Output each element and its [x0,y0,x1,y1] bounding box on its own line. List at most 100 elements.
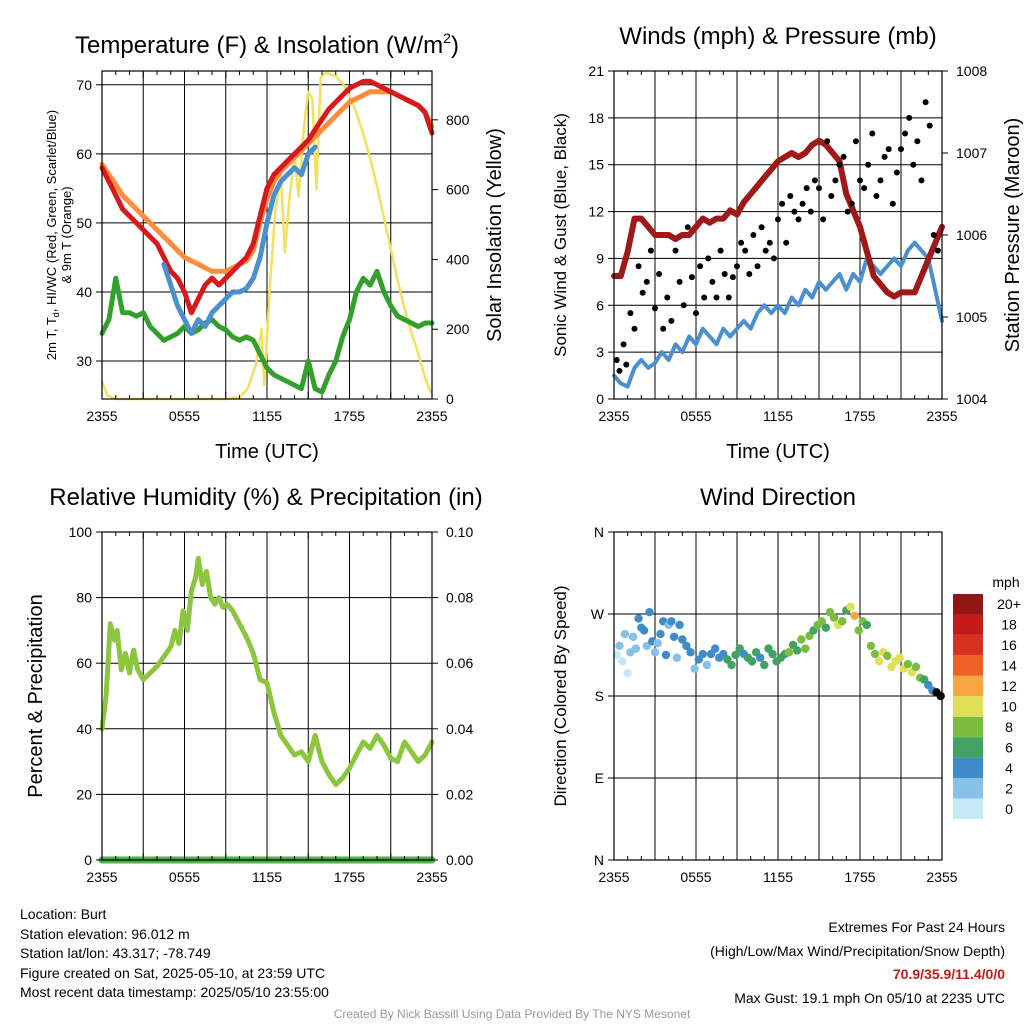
y-tick-label: 0 [596,391,604,407]
gust-point [684,224,691,231]
direction-point [631,644,641,653]
gust-point [717,247,724,254]
gust-point [656,271,663,278]
direction-point [756,653,765,662]
gust-point [616,367,623,374]
direction-point [702,660,712,670]
temperature-ticks: 2355 0555 1155 1755 2355 30 40 50 60 70 0 200 400 600… [76,71,470,424]
gust-point [779,200,786,207]
colorbar-swatch [953,594,983,615]
colorbar-label: 8 [1005,719,1013,735]
gust-point [877,177,884,184]
gust-point [902,130,909,137]
direction-point [675,620,684,630]
direction-point [612,650,621,660]
y-tick-label: N [594,524,604,540]
gust-point [623,361,630,368]
humidity-ylabel: Percent & Precipitation [25,594,47,797]
direction-point [883,651,892,661]
y2-tick-label: 1004 [956,391,987,407]
pressure-ylabel: Station Pressure (Maroon) [1002,118,1024,353]
gust-point [697,263,704,270]
gust-point [852,138,859,145]
y2-tick-label: 0 [446,391,454,407]
direction-point [846,602,855,611]
direction-point [768,649,777,659]
extremes-values: 70.9/35.9/11.4/0/0 [892,966,1005,982]
gust-point [680,302,687,309]
gust-point [754,263,761,270]
gust-point [721,271,728,278]
direction-point [936,691,945,701]
wind-direction-points [612,602,945,701]
y2-tick-label: 0.06 [446,655,473,671]
y-tick-label: 9 [596,250,604,266]
x-tick-label: 0555 [169,869,200,885]
series-line-td [99,268,435,395]
gust-point [824,138,831,145]
gust-point [762,247,769,254]
colorbar-label: 14 [1001,658,1017,674]
gust-point [795,216,802,223]
gust-point [620,341,627,348]
y2-tick-label: 400 [446,251,470,267]
gust-point [688,274,695,281]
direction-point [792,646,802,655]
direction-point [650,648,660,657]
y-tick-label: 60 [76,655,92,671]
gust-point [807,208,814,215]
direction-point [903,659,913,669]
recent-timestamp: Most recent data timestamp: 2025/05/10 2… [20,984,329,1000]
direction-point [829,613,839,622]
gust-point [832,177,839,184]
colorbar-swatch [953,716,983,738]
direction-point [895,653,904,662]
direction-point [784,648,794,657]
winds-ylabel: Sonic Wind & Gust (Blue, Black) [551,113,570,357]
gust-point [627,310,634,317]
direction-point [821,623,831,632]
gust-point [906,114,913,121]
x-tick-label: 1155 [252,408,282,424]
direction-point [618,657,627,666]
direction-point [672,653,682,662]
gust-point [693,310,699,317]
y-tick-label: 18 [588,110,604,126]
y2-tick-label: 200 [446,321,470,337]
x-tick-label: 2355 [86,869,117,885]
gust-point [934,247,941,254]
gust-point [701,294,708,301]
y-tick-label: 100 [69,524,93,540]
colorbar-label: 0 [1005,801,1013,817]
gust-point [631,325,638,332]
gust-point [775,216,781,223]
gust-point [613,356,620,363]
wind-direction-grid [614,532,942,860]
gust-point [635,263,642,270]
wind-direction-ylabel: Direction (Colored By Speed) [551,585,570,806]
direction-point [727,660,736,670]
direction-point [911,662,921,672]
y-tick-label: 50 [76,215,92,231]
y2-tick-label: 1007 [956,145,987,161]
direction-point [874,657,884,666]
gust-point [652,305,658,312]
y2-tick-label: 800 [446,112,470,128]
direction-point [870,649,880,659]
gust-point [742,247,749,254]
colorbar-unit: mph [992,574,1019,590]
gust-point [918,177,925,184]
gust-point [668,317,675,324]
gust-point [898,146,904,153]
x-tick-label: 1755 [334,869,365,885]
gust-point [840,153,847,160]
direction-point [850,611,859,621]
series-line-hi-wc [161,144,318,336]
colorbar-label: 2 [1005,780,1013,796]
gust-point [844,208,851,215]
extremes-title: Extremes For Past 24 Hours [828,919,1005,935]
x-tick-label: 0555 [680,408,711,424]
humidity-panel: Relative Humidity (%) & Precipitation (i… [25,484,483,885]
y-tick-label: 21 [588,63,604,79]
gust-point [914,138,921,145]
